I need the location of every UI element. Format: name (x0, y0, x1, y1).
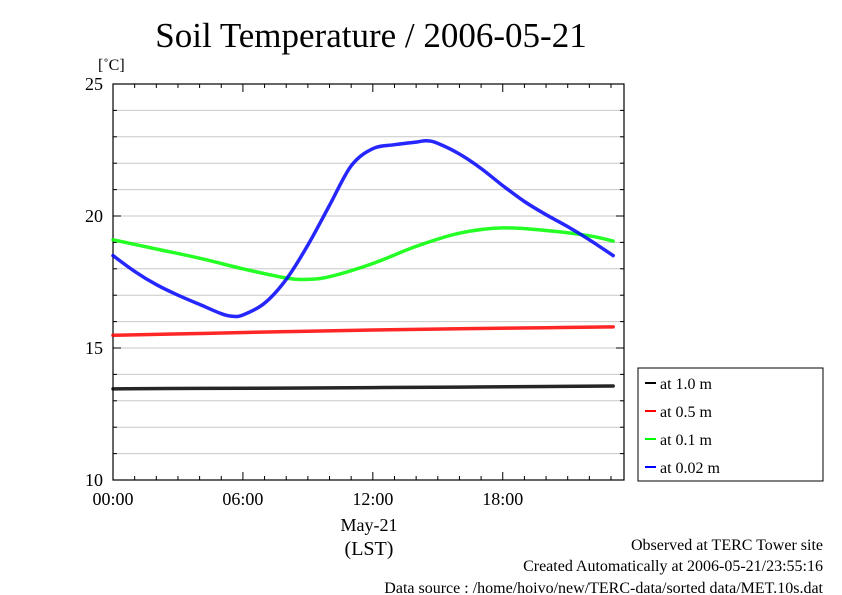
series-line-2 (111, 226, 615, 282)
series-line-3 (111, 138, 615, 319)
chart-title: Soil Temperature / 2006-05-21 (155, 16, 586, 55)
series-line-1 (111, 325, 615, 338)
y-tick-label: 20 (85, 206, 103, 226)
plot-frame (112, 83, 625, 481)
data-series (111, 138, 615, 391)
x-tick-label: 00:00 (92, 489, 133, 509)
grid-lines (113, 109, 624, 455)
footer-source: Data source : /home/hoivo/new/TERC-data/… (384, 580, 823, 595)
legend-box (637, 367, 824, 482)
axis-ticks: 10 15 20 25 00:00 06:00 12:00 18:00 (85, 74, 624, 509)
x-axis-date: May-21 (341, 515, 398, 535)
y-tick-label: 25 (85, 74, 103, 94)
y-tick-label: 10 (85, 470, 103, 490)
series-line-0 (111, 384, 615, 391)
x-tick-label: 18:00 (482, 489, 523, 509)
x-axis-label: (LST) (345, 538, 394, 560)
footer-created: Created Automatically at 2006-05-21/23:5… (523, 558, 823, 575)
footer-observed: Observed at TERC Tower site (631, 537, 823, 554)
legend-label-3: at 0.02 m (660, 460, 721, 477)
x-tick-label: 12:00 (352, 489, 393, 509)
legend: at 1.0 m at 0.5 m at 0.1 m at 0.02 m (637, 367, 824, 482)
y-tick-label: 15 (85, 338, 103, 358)
y-axis-label: [˚C] (98, 57, 125, 74)
legend-label-2: at 0.1 m (660, 432, 713, 449)
legend-label-1: at 0.5 m (660, 404, 713, 421)
legend-label-0: at 1.0 m (660, 376, 713, 393)
x-tick-label: 06:00 (222, 489, 263, 509)
